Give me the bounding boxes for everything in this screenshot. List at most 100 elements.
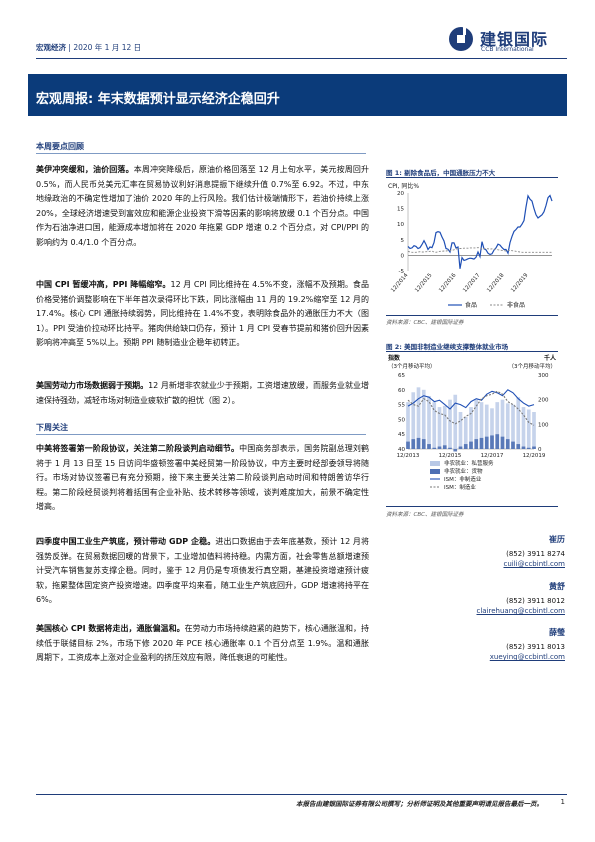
x-tick-label: 12/2015 (414, 272, 434, 294)
series-line (407, 194, 553, 269)
figure1-rule (386, 177, 558, 178)
y-tick-label: 0 (401, 253, 405, 259)
y-tick-label: 10 (397, 222, 404, 228)
bar (411, 439, 416, 449)
bar (437, 446, 442, 449)
x-tick-label: 12/2019 (510, 272, 530, 294)
legend-swatch (430, 469, 440, 474)
analyst-email[interactable]: cuili@ccbintl.com (503, 560, 565, 568)
section-rule (36, 153, 366, 154)
divider: | (68, 43, 74, 52)
paragraph-lead: 四季度中国工业生产筑底，预计带动 GDP 企稳。 (36, 537, 216, 546)
ccbi-logo: 建银国际 CCB International (448, 24, 568, 58)
x-tick-label: 12/2017 (462, 272, 482, 294)
bar (490, 408, 494, 449)
figure2-rule-bottom (386, 506, 558, 507)
figure2-rule (386, 351, 558, 352)
x-tick-label: 12/2018 (486, 272, 506, 294)
bar (448, 447, 452, 449)
bar (474, 399, 479, 449)
analyst-phone: (852) 3911 8013 (506, 643, 565, 651)
paragraph-trade-deal: 中美将签署第一阶段协议，关注第二阶段谈判启动细节。中国商务部表示，国务院副总理刘… (36, 442, 369, 515)
y-tick-label-right: 0 (538, 447, 542, 453)
analyst-phone: (852) 3911 8012 (506, 597, 565, 605)
bar (437, 407, 442, 449)
section-heading-week-summary: 本周要点回顾 (36, 142, 84, 151)
bar (421, 389, 426, 449)
paragraph-us-labor: 美国劳动力市场数据弱于预期。12 月新增非农就业少于预期，工资增速放缓，而服务业… (36, 379, 369, 408)
bar (453, 449, 458, 452)
bar (484, 404, 489, 449)
page-number: 1 (560, 798, 565, 806)
legend-label: ISM：非制造业 (444, 475, 482, 483)
footer-disclaimer: 本报告由建银国际证券有限公司撰写；分析师证明及其他重要声明请见报告最后一页。 (296, 800, 543, 808)
legend-swatch (430, 461, 440, 466)
y-tick-label-right: 100 (538, 422, 549, 428)
y-axis-label-right: 千人 (544, 354, 557, 362)
section-heading-next-week: 下周关注 (36, 423, 68, 432)
bar (479, 402, 484, 449)
bar (516, 397, 521, 449)
paragraph-china-cpi: 中国 CPI 暂缓冲高，PPI 降幅缩窄。12 月 CPI 同比维持在 4.5%… (36, 278, 369, 351)
bar (505, 403, 510, 449)
report-headline: 年末数据预计显示经济企稳回升 (97, 92, 280, 107)
bar (416, 387, 421, 449)
bar (511, 404, 515, 449)
analyst-contact: 崔历 (852) 3911 8274 cuili@ccbintl.com (503, 535, 565, 569)
ccbi-logo-icon (449, 26, 473, 51)
bar (427, 395, 431, 449)
series-line (407, 389, 535, 410)
figure2-chart: 指数（3个月移动平均）千人（3个月移动平均）404550556065010020… (388, 354, 557, 491)
bar (432, 447, 437, 449)
x-tick-label: 12/2015 (439, 453, 462, 459)
bar (448, 399, 452, 449)
paragraph-lead: 中国 CPI 暂缓冲高，PPI 降幅缩窄。 (36, 280, 171, 289)
analyst-email[interactable]: clairehuang@ccbintl.com (476, 607, 566, 615)
figure1-source: 资料来源：CBC、建银国际证券 (386, 320, 464, 326)
logo-text-en: CCB International (481, 46, 534, 53)
paragraph-body: 在劳动力市场持续趋紧的趋势下，核心通胀温和，持续低于联储目标 2%，市场下修 2… (36, 624, 370, 663)
bar (406, 441, 410, 449)
bar (432, 402, 437, 449)
figure1-rule-bottom (386, 315, 558, 316)
footer-rule (36, 794, 567, 795)
legend-label: ISM：制造业 (444, 483, 476, 491)
y-axis-label-left: 指数 (388, 354, 401, 362)
paragraph-lead: 美伊冲突缓和，油价回落。 (36, 165, 134, 174)
bar (469, 407, 473, 449)
paragraph-lead: 美国核心 CPI 数据将走出，通胀偏温和。 (36, 624, 185, 633)
y-tick-label: 20 (397, 191, 404, 197)
x-tick-label: 12/2016 (438, 272, 458, 294)
paragraph-lead: 美国劳动力市场数据弱于预期。 (36, 381, 149, 390)
analyst-name: 崔历 (549, 535, 565, 544)
bar (484, 436, 489, 449)
analyst-email[interactable]: xueying@ccbintl.com (489, 653, 565, 661)
bar (406, 402, 410, 449)
analyst-contact: 黄舒 (852) 3911 8012 clairehuang@ccbintl.c… (477, 582, 566, 616)
report-date: 2020 年 1 月 12 日 (73, 43, 142, 52)
paragraph-body: 中国商务部表示，国务院副总理刘鹤将于 1 月 13 日至 15 日访问华盛顿签署… (36, 444, 369, 512)
bar (505, 439, 510, 449)
bar (516, 444, 521, 449)
bar (463, 444, 468, 449)
y-tick-label-left: 65 (398, 373, 405, 379)
bar (495, 434, 500, 449)
bar (490, 435, 494, 449)
header-rule (36, 58, 567, 59)
figure1-title: 图 1: 剔除食品后，中国通胀压力不大 (386, 169, 496, 177)
y-tick-label-right: 300 (538, 373, 549, 379)
analyst-phone: (852) 3911 8274 (506, 550, 565, 558)
report-title: 宏观周报: 年末数据预计显示经济企稳回升 (36, 88, 280, 107)
paragraph-body: 12 月新增非农就业少于预期，工资增速放缓，而服务业就业增速保持强劲，减轻市场对… (36, 381, 369, 405)
bar (427, 444, 431, 449)
bar (463, 416, 468, 449)
bar (474, 439, 479, 449)
x-tick-label: 12/2014 (390, 272, 410, 294)
paragraph-body: 12 月 CPI 同比维持在 4.5%不变，涨幅不及预期。食品价格受猪价调整影响… (36, 280, 369, 348)
x-tick-label: 12/2013 (397, 453, 420, 459)
figure2-title: 图 2: 美国非制造业继续支撑整体就业市场 (386, 343, 509, 351)
y-tick-label: -5 (399, 269, 405, 275)
paragraph-body: 本周冲突降级后，原油价格回落至 12 月上旬水平，美元按周回升 0.5%，而人民… (36, 165, 370, 247)
bar (526, 447, 531, 449)
bar (526, 409, 531, 449)
